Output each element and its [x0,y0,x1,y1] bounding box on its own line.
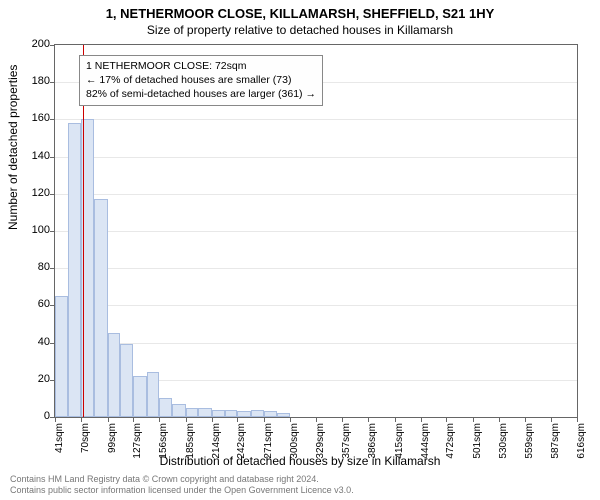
y-tick-label: 0 [20,410,50,422]
x-tick-label: 127sqm [132,423,143,459]
grid-line [55,119,577,120]
y-tick-label: 60 [20,298,50,310]
x-tick [159,417,160,422]
x-tick [133,417,134,422]
histogram-bar [68,123,82,417]
chart-subtitle: Size of property relative to detached ho… [0,21,600,37]
histogram-bar [212,410,225,417]
y-tick [50,231,55,232]
x-tick-label: 242sqm [236,423,247,459]
histogram-bar [264,411,277,417]
x-tick-label: 156sqm [158,423,169,459]
histogram-bar [277,413,291,417]
x-tick [577,417,578,422]
chart-plot-area: 1 NETHERMOOR CLOSE: 72sqm← 17% of detach… [54,44,578,418]
x-tick-label: 271sqm [263,423,274,459]
y-tick [50,82,55,83]
histogram-bar [108,333,121,417]
grid-line [55,268,577,269]
x-tick-label: 214sqm [211,423,222,459]
x-tick-label: 300sqm [289,423,300,459]
chart-title: 1, NETHERMOOR CLOSE, KILLAMARSH, SHEFFIE… [0,0,600,21]
y-tick-label: 140 [20,150,50,162]
x-tick-label: 41sqm [54,423,65,453]
x-tick [237,417,238,422]
y-tick-label: 40 [20,336,50,348]
x-tick [395,417,396,422]
annotation-line: 1 NETHERMOOR CLOSE: 72sqm [86,59,316,73]
x-tick [499,417,500,422]
histogram-bar [172,404,186,417]
x-tick [473,417,474,422]
x-tick-label: 99sqm [107,423,118,453]
x-tick [316,417,317,422]
x-tick-label: 530sqm [498,423,509,459]
y-tick-label: 120 [20,187,50,199]
grid-line [55,157,577,158]
y-tick-label: 180 [20,75,50,87]
annotation-callout: 1 NETHERMOOR CLOSE: 72sqm← 17% of detach… [79,55,323,106]
histogram-bar [198,408,212,417]
y-tick-label: 100 [20,224,50,236]
y-axis-label: Number of detached properties [6,65,20,230]
x-tick-label: 70sqm [80,423,91,453]
x-tick-label: 357sqm [341,423,352,459]
x-tick-label: 444sqm [420,423,431,459]
x-tick [421,417,422,422]
y-tick [50,119,55,120]
y-tick-label: 80 [20,261,50,273]
histogram-bar [237,411,251,417]
x-tick [186,417,187,422]
footer-line-2: Contains public sector information licen… [10,485,354,496]
histogram-bar [55,296,68,417]
x-tick-label: 559sqm [524,423,535,459]
histogram-bar [159,398,172,417]
y-tick [50,194,55,195]
x-tick-label: 185sqm [185,423,196,459]
histogram-bar [94,199,108,417]
y-tick [50,45,55,46]
x-tick [212,417,213,422]
annotation-line: ← 17% of detached houses are smaller (73… [86,73,316,87]
x-tick [525,417,526,422]
footer-line-1: Contains HM Land Registry data © Crown c… [10,474,354,485]
y-tick [50,157,55,158]
x-tick-label: 415sqm [394,423,405,459]
x-axis-label: Distribution of detached houses by size … [0,454,600,468]
histogram-bar [225,410,238,417]
y-tick-label: 160 [20,112,50,124]
grid-line [55,231,577,232]
histogram-bar [133,376,147,417]
histogram-bar [147,372,160,417]
x-tick-label: 472sqm [445,423,456,459]
x-tick-label: 386sqm [367,423,378,459]
x-tick [551,417,552,422]
x-tick [108,417,109,422]
x-tick [446,417,447,422]
histogram-bar [251,410,264,417]
x-tick-label: 616sqm [576,423,587,459]
x-tick [342,417,343,422]
y-tick-label: 200 [20,38,50,50]
annotation-line: 82% of semi-detached houses are larger (… [86,87,316,101]
x-tick [264,417,265,422]
x-tick [55,417,56,422]
histogram-bar [186,408,199,417]
x-tick [368,417,369,422]
grid-line [55,305,577,306]
x-tick-label: 501sqm [472,423,483,459]
grid-line [55,194,577,195]
grid-line [55,343,577,344]
x-tick-label: 329sqm [315,423,326,459]
x-tick [81,417,82,422]
histogram-bar [120,344,133,417]
footer-attribution: Contains HM Land Registry data © Crown c… [10,474,354,496]
x-tick [290,417,291,422]
x-tick-label: 587sqm [550,423,561,459]
y-tick-label: 20 [20,373,50,385]
y-tick [50,268,55,269]
